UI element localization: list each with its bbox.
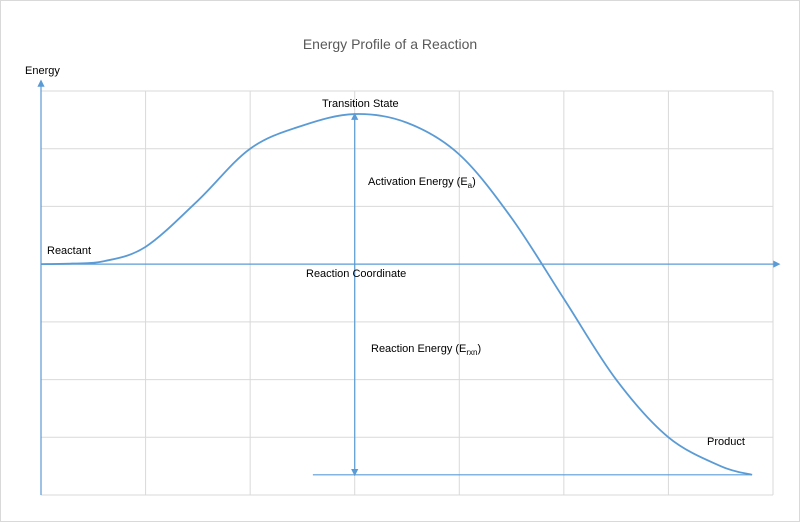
reactant-label: Reactant [47, 245, 91, 257]
transition-state-label: Transition State [322, 98, 399, 110]
activation-energy-subscript: a [468, 181, 473, 190]
product-label: Product [707, 436, 745, 448]
reaction-energy-subscript: rxn [466, 348, 477, 357]
axis-layer [37, 79, 781, 495]
activation-energy-text: Activation Energy (E [368, 176, 468, 188]
reaction-energy-label: Reaction Energy (Erxn) [371, 343, 481, 357]
series-layer [40, 113, 753, 476]
measure-layer [312, 112, 753, 477]
energy-profile-curve [40, 113, 753, 476]
activation-energy-label: Activation Energy (Ea) [368, 176, 476, 190]
activation-energy-close: ) [472, 176, 476, 188]
x-axis-label: Reaction Coordinate [306, 268, 406, 280]
reaction-energy-close: ) [478, 343, 482, 355]
reaction-energy-text: Reaction Energy (E [371, 343, 466, 355]
grid-layer [41, 90, 774, 496]
chart-title: Energy Profile of a Reaction [303, 36, 477, 52]
y-axis-label: Energy [25, 65, 60, 77]
